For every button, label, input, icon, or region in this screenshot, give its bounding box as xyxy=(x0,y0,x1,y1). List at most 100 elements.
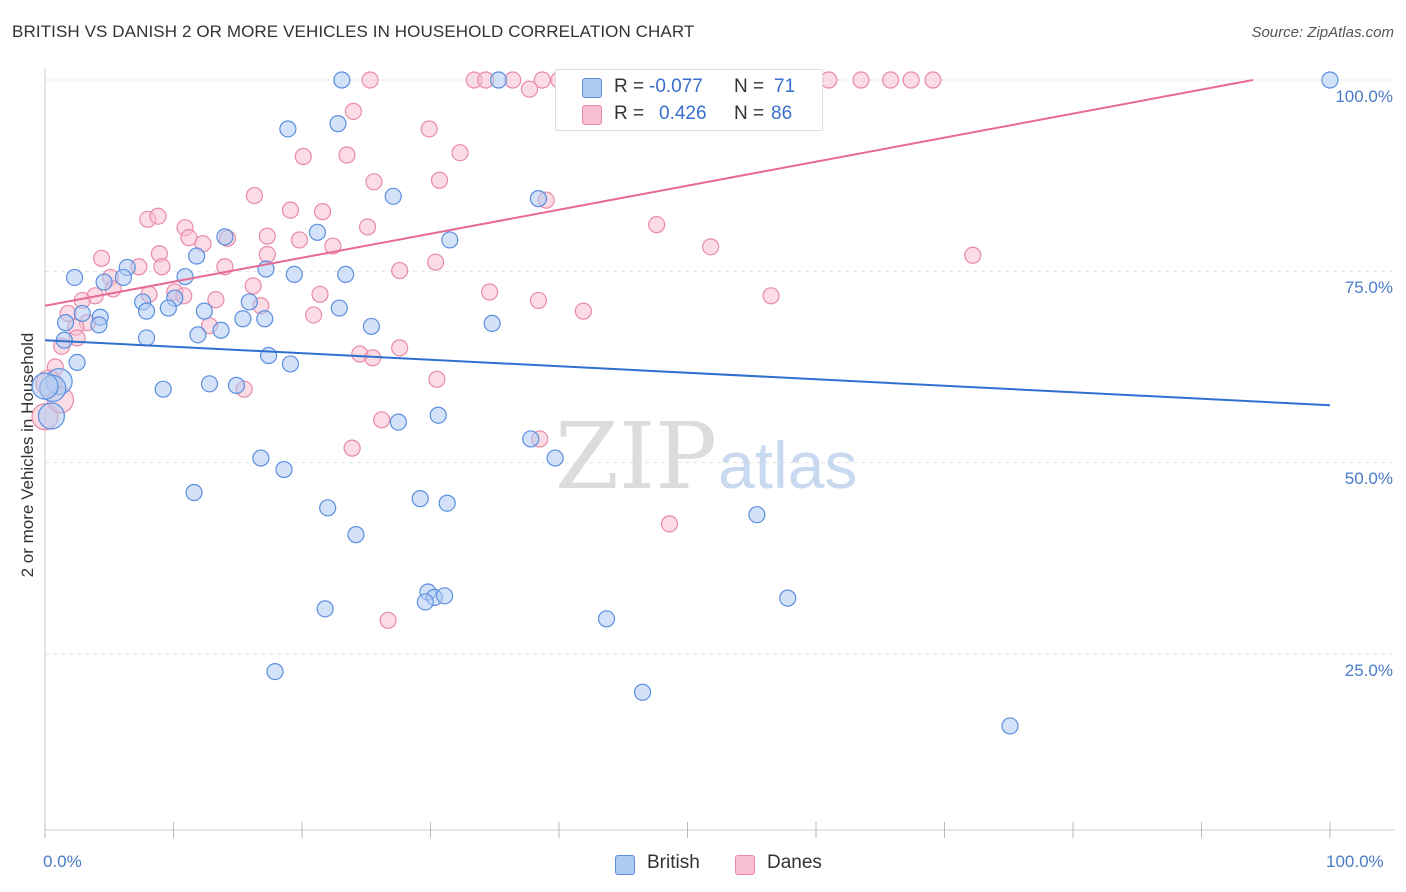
british-swatch xyxy=(582,78,602,98)
danes-point xyxy=(820,71,838,89)
danes-point xyxy=(304,306,323,324)
british-point xyxy=(748,506,766,524)
british-point xyxy=(308,223,327,241)
danes-point xyxy=(365,173,383,191)
danes-point xyxy=(313,203,332,221)
danes-point xyxy=(344,102,362,120)
british-point xyxy=(483,314,501,332)
british-point xyxy=(1321,71,1339,89)
british-point xyxy=(546,449,564,467)
danes-point xyxy=(358,218,377,236)
british-point xyxy=(188,247,206,265)
british-point xyxy=(333,71,351,89)
danes-point xyxy=(379,611,397,629)
danes-point xyxy=(902,71,920,89)
danes-point xyxy=(281,201,300,219)
danes-point xyxy=(427,253,445,271)
danes-point xyxy=(481,283,499,301)
british-point xyxy=(522,430,540,448)
danes-point xyxy=(258,227,276,245)
danes-point xyxy=(881,71,900,89)
british-point xyxy=(329,115,347,133)
british-point xyxy=(200,375,219,393)
british-point xyxy=(90,316,108,334)
british-point xyxy=(347,526,365,544)
danes-points xyxy=(31,71,982,629)
legend-item-danes[interactable]: Danes xyxy=(735,852,845,878)
british-trend-line xyxy=(44,339,1331,407)
british-point xyxy=(154,380,172,398)
legend-row-danes: R = 0.426 N = 86 xyxy=(556,101,822,129)
x-tick-label-0: 0.0% xyxy=(43,852,82,871)
danes-point xyxy=(391,261,409,280)
british-point xyxy=(285,265,303,283)
british-point xyxy=(137,302,156,320)
trend-lines xyxy=(44,79,1331,407)
british-point xyxy=(316,600,334,618)
danes-point xyxy=(343,439,361,457)
danes-point xyxy=(533,71,551,89)
source-label: Source: ZipAtlas.com xyxy=(1251,24,1394,41)
danes-point xyxy=(361,71,379,89)
british-point xyxy=(389,413,407,431)
danes-point xyxy=(420,120,438,138)
british-point xyxy=(436,587,454,605)
british-point xyxy=(37,402,66,430)
danes-point xyxy=(852,71,870,89)
british-point xyxy=(416,593,434,611)
british-point xyxy=(68,353,86,372)
danes-point xyxy=(529,291,548,310)
british-point xyxy=(189,326,207,344)
british-point xyxy=(337,265,355,283)
legend-row-british: R = -0.077 N = 71 xyxy=(556,74,822,102)
danes-point xyxy=(245,186,264,205)
british-point xyxy=(275,460,293,479)
danes-point xyxy=(924,71,942,89)
british-point xyxy=(114,268,132,287)
british-point xyxy=(65,268,84,287)
danes-point xyxy=(964,246,982,264)
british-point xyxy=(490,71,508,89)
danes-point xyxy=(430,171,449,189)
watermark-zip: ZIP xyxy=(555,403,717,510)
danes-legend-label: Danes xyxy=(767,852,822,873)
watermark: ZIP atlas xyxy=(555,403,857,510)
legend-item-british[interactable]: British xyxy=(615,852,735,878)
british-point xyxy=(441,231,459,249)
axes xyxy=(44,68,1395,838)
british-point xyxy=(216,228,234,246)
british-point xyxy=(227,376,246,394)
danes-point xyxy=(660,515,679,533)
british-point xyxy=(411,490,429,508)
british-point xyxy=(240,293,258,311)
danes-point xyxy=(258,245,276,264)
danes-point xyxy=(762,287,780,305)
y-tick-label-25: 25.0% xyxy=(1344,661,1393,680)
british-point xyxy=(429,406,447,424)
danes-point xyxy=(391,339,409,357)
british-n-value: 71 xyxy=(774,76,796,97)
british-point xyxy=(597,610,616,628)
british-point xyxy=(259,346,278,365)
danes-point xyxy=(520,80,539,98)
danes-point xyxy=(338,146,356,164)
danes-point xyxy=(153,258,171,276)
danes-point xyxy=(244,277,262,295)
british-point xyxy=(529,190,548,208)
british-point xyxy=(438,494,456,512)
british-r-value: -0.077 xyxy=(649,76,703,97)
y-tick-label-75: 75.0% xyxy=(1344,278,1393,297)
danes-n-value: 86 xyxy=(771,103,793,124)
british-point xyxy=(185,483,203,502)
british-point xyxy=(234,310,252,328)
danes-point xyxy=(290,231,309,249)
british-points xyxy=(31,71,1339,735)
british-point xyxy=(195,302,213,320)
british-point xyxy=(256,310,274,328)
danes-point xyxy=(324,237,342,255)
danes-legend-swatch xyxy=(735,855,755,875)
y-tick-label-100: 100.0% xyxy=(1335,87,1393,106)
danes-point xyxy=(373,411,391,429)
british-point xyxy=(362,317,380,336)
